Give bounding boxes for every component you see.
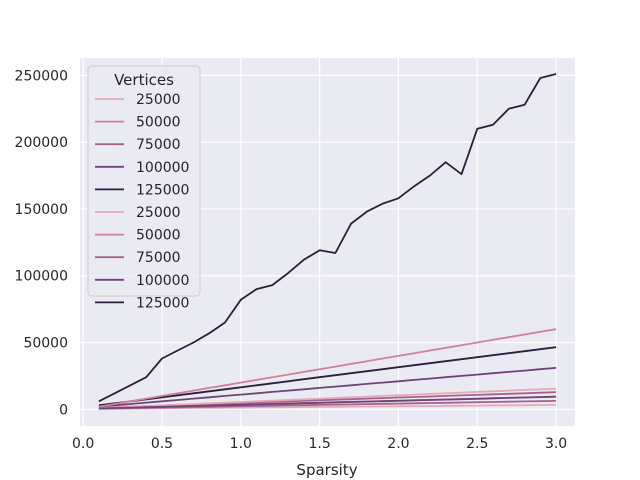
series-line-100000-8 bbox=[98, 395, 557, 410]
y-tick-label: 200000 bbox=[15, 135, 68, 151]
legend-label: 50000 bbox=[136, 228, 181, 244]
legend-label: 75000 bbox=[136, 137, 181, 153]
legend-label: 25000 bbox=[136, 92, 181, 108]
x-tick-label: 1.0 bbox=[230, 436, 252, 452]
y-tick-labels: 0 50000 100000 150000 200000 250000 bbox=[15, 68, 68, 418]
x-axis-label: Sparsity bbox=[296, 461, 357, 479]
y-tick-label: 250000 bbox=[15, 68, 68, 84]
x-tick-label: 0.0 bbox=[72, 436, 94, 452]
x-tick-label: 0.5 bbox=[151, 436, 173, 452]
series-line-125000-9 bbox=[98, 73, 557, 403]
x-tick-label: 2.5 bbox=[466, 436, 488, 452]
legend-label: 125000 bbox=[136, 182, 189, 198]
x-tick-label: 1.5 bbox=[308, 436, 330, 452]
series-line-25000-5 bbox=[98, 387, 557, 409]
series-lines bbox=[98, 73, 557, 410]
x-tick-label: 2.0 bbox=[387, 436, 409, 452]
y-tick-label: 100000 bbox=[15, 269, 68, 285]
x-tick-label: 3.0 bbox=[545, 436, 567, 452]
series-line-100000-3 bbox=[98, 367, 557, 408]
legend-label: 125000 bbox=[136, 295, 189, 311]
y-tick-label: 0 bbox=[59, 402, 68, 418]
legend-box bbox=[87, 65, 201, 297]
series-line-50000-6 bbox=[98, 328, 557, 408]
legend-label: 100000 bbox=[136, 273, 189, 289]
legend-title: Vertices bbox=[114, 71, 174, 89]
legend-label: 25000 bbox=[136, 205, 181, 221]
series-line-125000-4 bbox=[98, 346, 557, 407]
legend-label: 50000 bbox=[136, 115, 181, 131]
legend-label: 100000 bbox=[136, 160, 189, 176]
legend-label: 75000 bbox=[136, 250, 181, 266]
legend: Vertices 2500050000750001000001250002500… bbox=[87, 65, 201, 311]
y-tick-label: 50000 bbox=[23, 336, 68, 352]
y-tick-label: 150000 bbox=[15, 202, 68, 218]
legend-items: 25000 50000 75000 100000 125000 25000 50000 750… bbox=[95, 92, 189, 311]
x-tick-labels: 0.0 0.5 1.0 1.5 2.0 2.5 3.0 bbox=[72, 436, 567, 452]
